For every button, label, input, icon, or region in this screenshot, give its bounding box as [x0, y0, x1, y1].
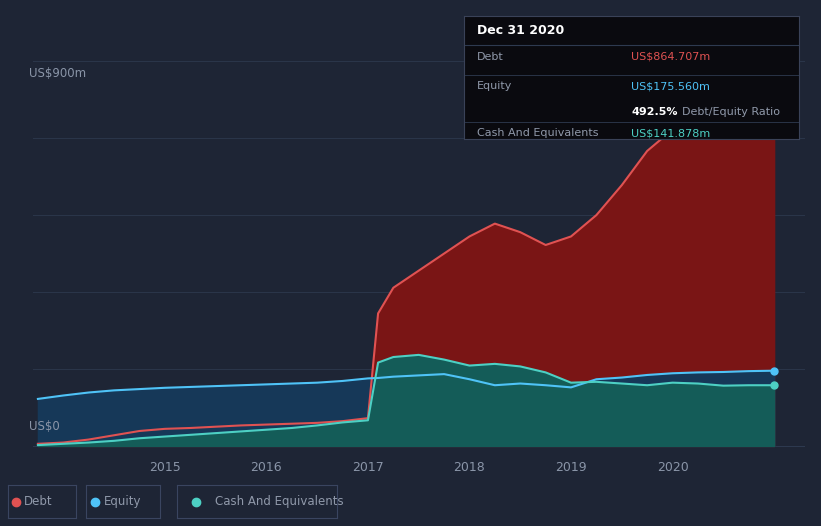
Text: US$175.560m: US$175.560m: [631, 82, 710, 92]
Text: US$864.707m: US$864.707m: [631, 52, 711, 62]
Text: US$900m: US$900m: [29, 67, 86, 79]
Text: 492.5%: 492.5%: [631, 107, 678, 117]
Text: Debt: Debt: [25, 495, 53, 508]
Text: Debt/Equity Ratio: Debt/Equity Ratio: [681, 107, 780, 117]
Text: Cash And Equivalents: Cash And Equivalents: [215, 495, 343, 508]
Text: Equity: Equity: [104, 495, 141, 508]
Text: US$0: US$0: [29, 420, 60, 433]
Text: Cash And Equivalents: Cash And Equivalents: [477, 128, 599, 138]
Text: US$141.878m: US$141.878m: [631, 128, 711, 138]
Text: Equity: Equity: [477, 82, 512, 92]
Text: Dec 31 2020: Dec 31 2020: [477, 24, 565, 37]
Text: Debt: Debt: [477, 52, 504, 62]
